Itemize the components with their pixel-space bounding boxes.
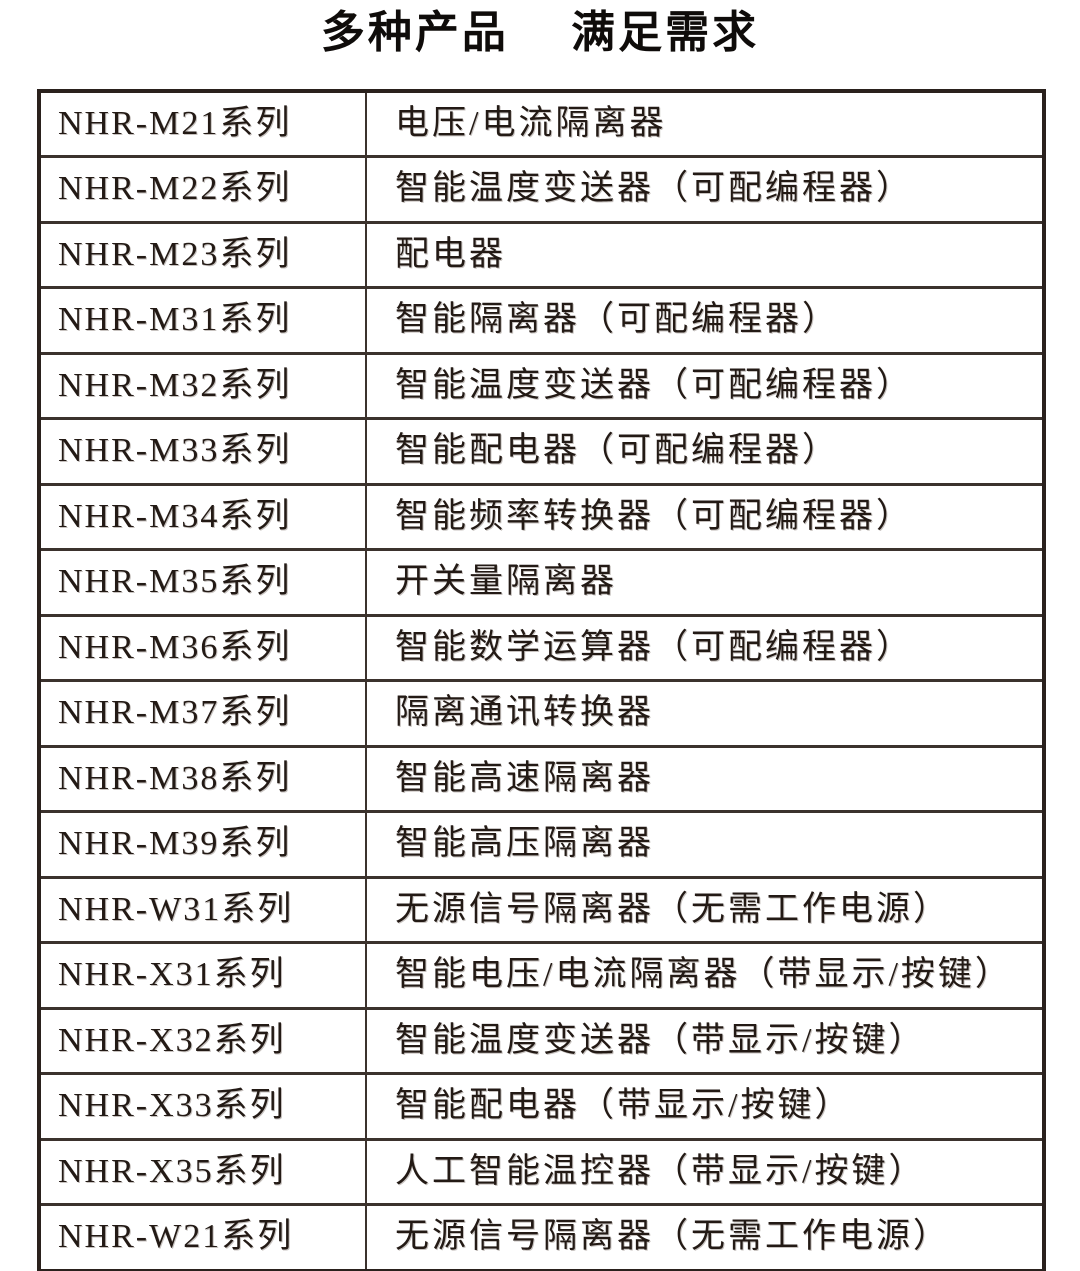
description-cell: 智能频率转换器（可配编程器） <box>366 482 1044 550</box>
series-cell: NHR-W31系列 <box>39 875 367 943</box>
description-cell: 智能高压隔离器 <box>366 810 1044 878</box>
table-row: NHR-M35系列 开关量隔离器 <box>39 548 1044 616</box>
table-row: NHR-M34系列 智能频率转换器（可配编程器） <box>39 482 1044 550</box>
series-cell: NHR-W21系列 <box>39 1203 367 1271</box>
description-cell: 智能温度变送器（可配编程器） <box>366 351 1044 419</box>
series-cell: NHR-M37系列 <box>39 679 367 747</box>
series-cell: NHR-M34系列 <box>39 482 367 550</box>
series-cell: NHR-M23系列 <box>39 220 367 288</box>
description-cell: 智能温度变送器（带显示/按键） <box>366 1006 1044 1074</box>
series-cell: NHR-M21系列 <box>39 90 367 157</box>
series-cell: NHR-M35系列 <box>39 548 367 616</box>
description-cell: 智能数学运算器（可配编程器） <box>366 613 1044 681</box>
series-cell: NHR-M32系列 <box>39 351 367 419</box>
description-cell: 智能隔离器（可配编程器） <box>366 286 1044 354</box>
table-row: NHR-X32系列 智能温度变送器（带显示/按键） <box>39 1006 1044 1074</box>
table-row: NHR-M31系列 智能隔离器（可配编程器） <box>39 286 1044 354</box>
series-cell: NHR-M22系列 <box>39 155 367 223</box>
table-row: NHR-M23系列 配电器 <box>39 220 1044 288</box>
table-row: NHR-X35系列 人工智能温控器（带显示/按键） <box>39 1137 1044 1205</box>
description-cell: 人工智能温控器（带显示/按键） <box>366 1137 1044 1205</box>
series-cell: NHR-X33系列 <box>39 1072 367 1140</box>
table-row: NHR-X31系列 智能电压/电流隔离器（带显示/按键） <box>39 941 1044 1009</box>
table-row: NHR-W31系列 无源信号隔离器（无需工作电源） <box>39 875 1044 943</box>
description-cell: 智能温度变送器（可配编程器） <box>366 155 1044 223</box>
description-cell: 无源信号隔离器（无需工作电源） <box>366 875 1044 943</box>
series-cell: NHR-M31系列 <box>39 286 367 354</box>
series-cell: NHR-M36系列 <box>39 613 367 681</box>
series-cell: NHR-M38系列 <box>39 744 367 812</box>
series-cell: NHR-M39系列 <box>39 810 367 878</box>
description-cell: 隔离通讯转换器 <box>366 679 1044 747</box>
series-cell: NHR-X31系列 <box>39 941 367 1009</box>
table-row: NHR-M32系列 智能温度变送器（可配编程器） <box>39 351 1044 419</box>
product-table-body: NHR-M21系列 电压/电流隔离器 NHR-M22系列 智能温度变送器（可配编… <box>39 90 1044 1271</box>
table-row: NHR-M36系列 智能数学运算器（可配编程器） <box>39 613 1044 681</box>
table-row: NHR-M22系列 智能温度变送器（可配编程器） <box>39 155 1044 223</box>
table-row: NHR-M39系列 智能高压隔离器 <box>39 810 1044 878</box>
table-row: NHR-W21系列 无源信号隔离器（无需工作电源） <box>39 1203 1044 1271</box>
description-cell: 智能高速隔离器 <box>366 744 1044 812</box>
table-row: NHR-X33系列 智能配电器（带显示/按键） <box>39 1072 1044 1140</box>
description-cell: 配电器 <box>366 220 1044 288</box>
table-row: NHR-M37系列 隔离通讯转换器 <box>39 679 1044 747</box>
table-row: NHR-M38系列 智能高速隔离器 <box>39 744 1044 812</box>
description-cell: 无源信号隔离器（无需工作电源） <box>366 1203 1044 1271</box>
series-cell: NHR-M33系列 <box>39 417 367 485</box>
description-cell: 智能配电器（带显示/按键） <box>366 1072 1044 1140</box>
page-title: 多种产品 满足需求 <box>320 8 760 57</box>
description-cell: 电压/电流隔离器 <box>395 104 667 142</box>
description-cell: 开关量隔离器 <box>366 548 1044 616</box>
table-row: NHR-M33系列 智能配电器（可配编程器） <box>39 417 1044 485</box>
product-table: NHR-M21系列 电压/电流隔离器 NHR-M22系列 智能温度变送器（可配编… <box>37 88 1046 1271</box>
table-row: NHR-M21系列 电压/电流隔离器 <box>39 90 1044 157</box>
description-cell: 智能配电器（可配编程器） <box>366 417 1044 485</box>
series-cell: NHR-X35系列 <box>39 1137 367 1205</box>
description-cell: 智能电压/电流隔离器（带显示/按键） <box>366 941 1044 1009</box>
series-cell: NHR-X32系列 <box>39 1006 367 1074</box>
